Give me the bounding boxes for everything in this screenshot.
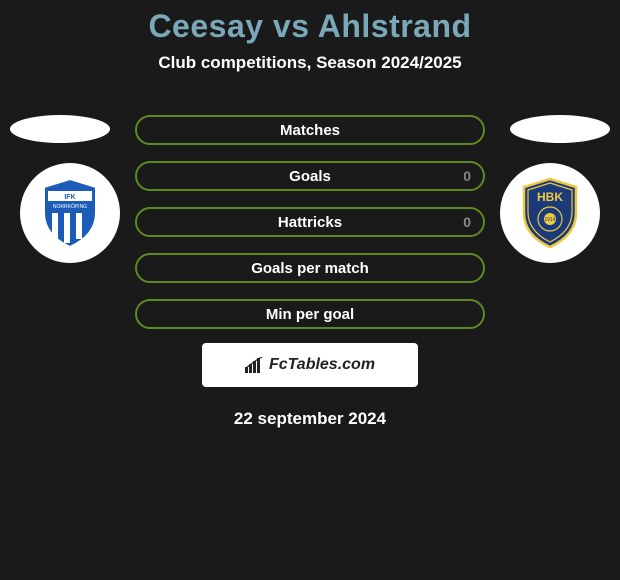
watermark-text: FcTables.com	[245, 356, 375, 374]
date-text: 22 september 2024	[0, 409, 620, 429]
ellipse-right-decor	[510, 115, 610, 143]
svg-text:IFK: IFK	[64, 194, 75, 201]
bar-chart-icon	[245, 357, 265, 373]
stat-label: Goals per match	[251, 260, 369, 277]
ellipse-left-decor	[10, 115, 110, 143]
stat-value-right: 0	[463, 214, 471, 230]
stat-row-goals: Goals 0	[135, 161, 485, 191]
svg-text:HBK: HBK	[537, 190, 563, 204]
stat-label: Min per goal	[266, 306, 354, 323]
stat-label: Hattricks	[278, 214, 342, 231]
stat-rows: Matches Goals 0 Hattricks 0 Goals per ma…	[135, 115, 485, 329]
shield-icon: IFK NORRKÖPING	[40, 177, 100, 249]
stat-row-hattricks: Hattricks 0	[135, 207, 485, 237]
team-badge-right: HBK 1914	[500, 163, 600, 263]
watermark-label: FcTables.com	[269, 356, 375, 374]
svg-text:NORRKÖPING: NORRKÖPING	[53, 203, 87, 210]
stat-value-right: 0	[463, 168, 471, 184]
stats-area: IFK NORRKÖPING HBK 1914 Matches	[0, 115, 620, 335]
watermark-box: FcTables.com	[202, 343, 418, 387]
season-subtitle: Club competitions, Season 2024/2025	[0, 53, 620, 73]
stat-row-matches: Matches	[135, 115, 485, 145]
team-badge-left: IFK NORRKÖPING	[20, 163, 120, 263]
stat-label: Goals	[289, 168, 331, 185]
svg-text:1914: 1914	[544, 217, 555, 223]
shield-icon: HBK 1914	[520, 177, 580, 249]
stat-row-goals-per-match: Goals per match	[135, 253, 485, 283]
stat-label: Matches	[280, 122, 340, 139]
page-title: Ceesay vs Ahlstrand	[0, 8, 620, 45]
stat-row-min-per-goal: Min per goal	[135, 299, 485, 329]
